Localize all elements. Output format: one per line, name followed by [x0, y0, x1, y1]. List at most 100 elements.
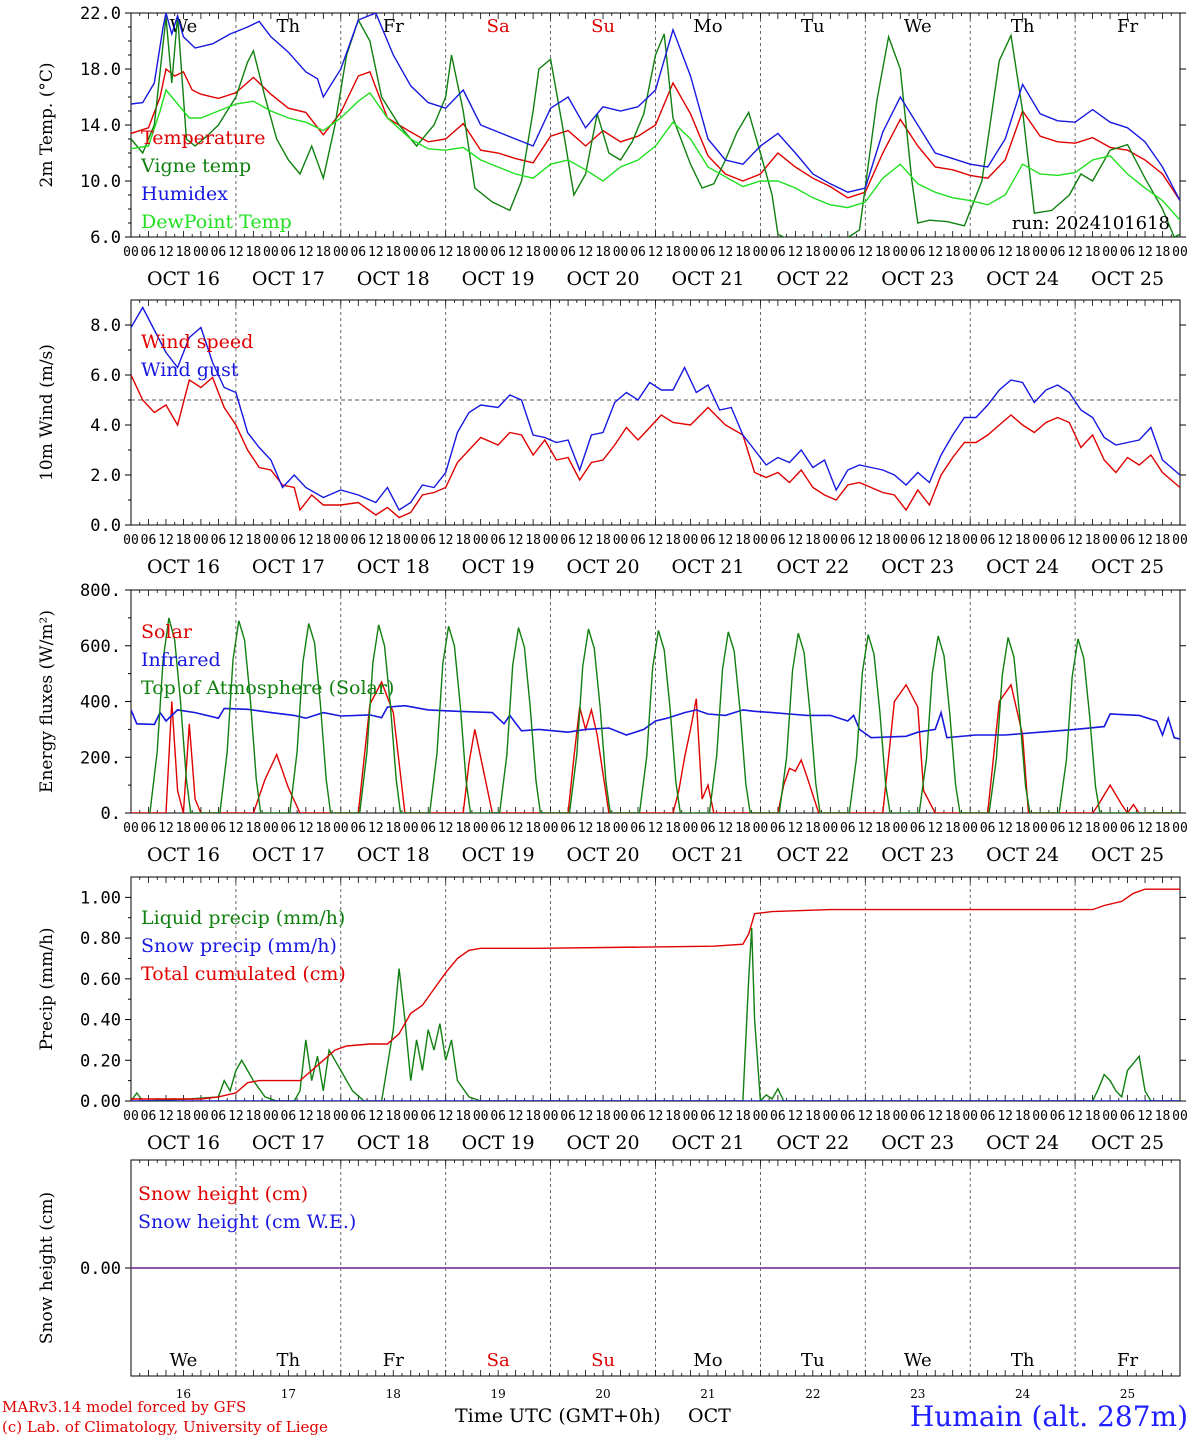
x-hour-label: 06: [350, 1109, 366, 1124]
day-number-label: 16: [176, 1387, 191, 1401]
x-hour-label: 00: [333, 245, 349, 260]
x-hour-label: 18: [385, 245, 401, 260]
x-hour-label: 12: [158, 533, 174, 548]
x-hour-label: 18: [805, 821, 821, 836]
x-day-label: OCT 18: [357, 844, 430, 866]
x-day-label: OCT 16: [147, 1132, 220, 1154]
x-hour-label: 18: [246, 1109, 262, 1124]
x-hour-label: 00: [683, 533, 699, 548]
x-hour-label: 12: [228, 245, 244, 260]
x-day-label: OCT 18: [357, 268, 430, 290]
x-hour-label: 00: [1172, 1109, 1188, 1124]
x-hour-label: 06: [840, 533, 856, 548]
x-hour-label: 18: [1155, 821, 1171, 836]
x-hour-label: 18: [735, 1109, 751, 1124]
x-hour-label: 00: [403, 821, 419, 836]
y-tick-label: 0.40: [80, 1011, 121, 1031]
x-hour-label: 00: [263, 821, 279, 836]
x-hour-label: 12: [927, 821, 943, 836]
weekday-label: Th: [277, 16, 301, 37]
y-tick-label: 2.0: [90, 466, 121, 486]
x-hour-label: 00: [473, 1109, 489, 1124]
x-hour-label: 00: [753, 1109, 769, 1124]
day-number-label: 20: [595, 1387, 610, 1401]
x-hour-label: 18: [176, 1109, 192, 1124]
legend-entry: DewPoint Temp: [141, 211, 292, 233]
y-tick-label: 14.0: [80, 116, 121, 136]
x-hour-label: 18: [1015, 245, 1031, 260]
x-hour-label: 00: [473, 533, 489, 548]
x-hour-label: 12: [578, 245, 594, 260]
x-hour-label: 06: [141, 533, 157, 548]
x-hour-label: 06: [770, 245, 786, 260]
x-hour-label: 12: [1137, 1109, 1153, 1124]
x-hour-label: 18: [525, 245, 541, 260]
x-hour-label: 06: [490, 245, 506, 260]
legend-entry: Liquid precip (mm/h): [141, 907, 345, 929]
legend-entry: Top of Atmosphere (Solar): [141, 677, 394, 699]
x-day-label: OCT 24: [986, 1132, 1059, 1154]
x-hour-label: 00: [473, 821, 489, 836]
x-hour-label: 18: [595, 1109, 611, 1124]
x-hour-label: 12: [298, 533, 314, 548]
x-day-label: OCT 20: [567, 844, 640, 866]
legend-entry: Solar: [141, 621, 193, 643]
y-tick-label: 22.0: [80, 4, 121, 24]
x-hour-label: 06: [281, 533, 297, 548]
y-axis-title: 10m Wind (m/s): [37, 344, 57, 481]
x-day-label: OCT 25: [1091, 1132, 1164, 1154]
x-hour-label: 00: [473, 245, 489, 260]
y-tick-label: 0.60: [80, 970, 121, 990]
x-hour-label: 00: [823, 1109, 839, 1124]
x-hour-label: 06: [281, 1109, 297, 1124]
x-hour-label: 18: [315, 245, 331, 260]
x-hour-label: 18: [315, 821, 331, 836]
x-day-label: OCT 24: [986, 556, 1059, 578]
x-hour-label: 00: [962, 821, 978, 836]
x-hour-label: 00: [753, 533, 769, 548]
x-hour-label: 06: [211, 245, 227, 260]
x-day-label: OCT 19: [462, 1132, 535, 1154]
x-hour-label: 06: [490, 1109, 506, 1124]
x-hour-label: 12: [997, 533, 1013, 548]
x-hour-label: 00: [123, 1109, 139, 1124]
x-hour-label: 00: [193, 245, 209, 260]
x-hour-label: 06: [490, 533, 506, 548]
x-hour-label: 18: [875, 245, 891, 260]
x-hour-label: 06: [560, 821, 576, 836]
x-hour-label: 18: [735, 821, 751, 836]
x-hour-label: 18: [385, 1109, 401, 1124]
x-axis-month: OCT: [688, 1405, 731, 1427]
x-hour-label: 18: [805, 533, 821, 548]
x-hour-label: 18: [1155, 1109, 1171, 1124]
legend-entry: Temperature: [141, 127, 265, 149]
x-hour-label: 06: [980, 821, 996, 836]
x-day-label: OCT 21: [671, 844, 744, 866]
x-hour-label: 18: [805, 245, 821, 260]
y-tick-label: 0.00: [80, 1259, 121, 1279]
weekday-label: Tu: [801, 16, 825, 37]
day-number-label: 25: [1120, 1387, 1135, 1401]
x-hour-label: 18: [595, 821, 611, 836]
x-hour-label: 12: [368, 1109, 384, 1124]
x-hour-label: 12: [1137, 821, 1153, 836]
day-number-label: 17: [281, 1387, 296, 1401]
x-hour-label: 00: [1032, 533, 1048, 548]
x-hour-label: 06: [840, 821, 856, 836]
panel-5: 0.00 Snow height (cm) We Th Fr Sa Su Mo Tu We Th Fr…: [37, 1159, 1181, 1401]
x-day-label: OCT 22: [776, 556, 849, 578]
legend-entry: Wind gust: [141, 359, 239, 381]
x-hour-label: 00: [613, 245, 629, 260]
x-hour-label: 12: [508, 533, 524, 548]
panel-frame: [130, 299, 1181, 526]
x-hour-label: 00: [543, 821, 559, 836]
y-tick-label: 6.0: [90, 228, 121, 248]
legend-entry: Snow height (cm): [138, 1183, 308, 1205]
x-hour-label: 12: [927, 1109, 943, 1124]
x-hour-label: 06: [910, 533, 926, 548]
x-hour-label: 06: [560, 1109, 576, 1124]
y-axis-title: 2m Temp. (°C): [37, 62, 57, 187]
x-hour-label: 12: [368, 821, 384, 836]
x-hour-label: 18: [805, 1109, 821, 1124]
x-hour-label: 18: [246, 533, 262, 548]
